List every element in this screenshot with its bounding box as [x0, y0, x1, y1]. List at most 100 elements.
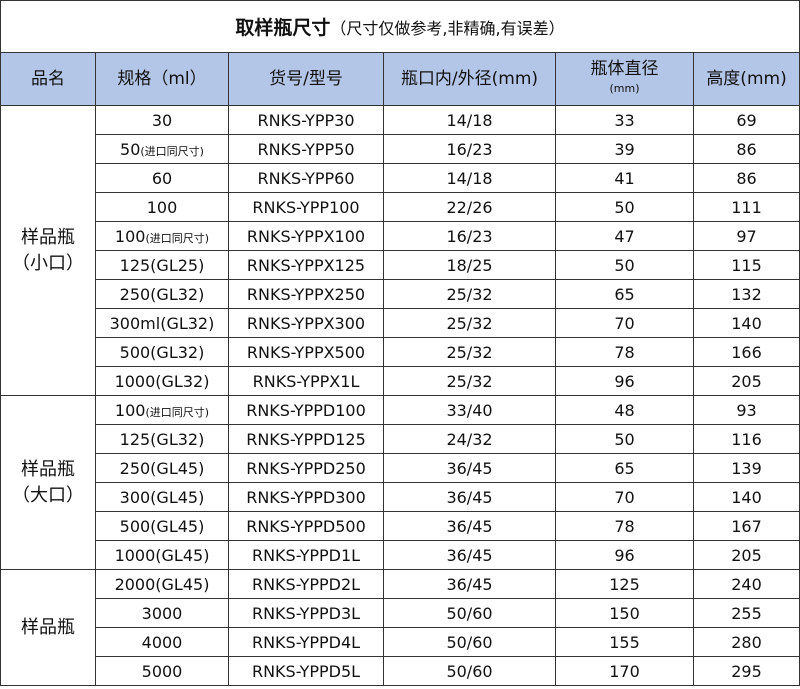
data-row: 125(GL25) RNKS-YPPX125 18/25 50 115: [1, 250, 800, 280]
diameter: 39: [555, 134, 694, 164]
height: 86: [692, 134, 800, 164]
diameter: 125: [555, 569, 694, 599]
mouth: 14/18: [383, 163, 556, 193]
spec-cell: 50(进口同尺寸): [95, 134, 229, 164]
height: 205: [692, 366, 800, 396]
spec: 500(GL32): [119, 342, 205, 362]
data-row: 1000(GL45) RNKS-YPPD1L 36/45 96 205: [1, 540, 800, 570]
spec-cell: 125(GL32): [95, 424, 229, 454]
diameter: 41: [555, 163, 694, 193]
spec-cell: 100(进口同尺寸): [95, 395, 229, 425]
header-row: 品名 规格（ml） 货号/型号 瓶口内/外径(mm) 瓶体直径 (mm) 高度(mm): [0, 52, 800, 106]
diameter: 65: [555, 279, 694, 309]
code: RNKS-YPPD4L: [228, 627, 384, 657]
data-row: 60 RNKS-YPP60 14/18 41 86: [1, 163, 800, 193]
spec: 300(GL45): [119, 487, 205, 507]
code: RNKS-YPP30: [228, 105, 384, 135]
mouth: 25/32: [383, 308, 556, 338]
code: RNKS-YPPD500: [228, 511, 384, 541]
code: RNKS-YPPX500: [228, 337, 384, 367]
diameter: 170: [555, 656, 694, 686]
height: 111: [692, 192, 800, 222]
diameter: 155: [555, 627, 694, 657]
diameter: 70: [555, 308, 694, 338]
diameter: 48: [555, 395, 694, 425]
title: 取样瓶尺寸: [235, 17, 331, 39]
code: RNKS-YPPX1L: [228, 366, 384, 396]
data-row: 5000 RNKS-YPPD5L 50/60 170 295: [1, 656, 800, 686]
mouth: 25/32: [383, 337, 556, 367]
height: 97: [692, 221, 800, 251]
height: 140: [692, 482, 800, 512]
spec: 100: [114, 400, 146, 420]
spec: 250(GL45): [119, 458, 205, 478]
mouth: 22/26: [383, 192, 556, 222]
height: 132: [692, 279, 800, 309]
group-name-cell: 样品瓶: [0, 569, 96, 686]
height: 280: [692, 627, 800, 657]
mouth: 50/60: [383, 656, 556, 686]
data-row: 50(进口同尺寸) RNKS-YPP50 16/23 39 86: [1, 134, 800, 164]
group-name-cell: 样品瓶 （大口）: [0, 395, 96, 570]
mouth: 36/45: [383, 482, 556, 512]
spec-cell: 4000: [95, 627, 229, 657]
data-row: 500(GL32) RNKS-YPPX500 25/32 78 166: [1, 337, 800, 367]
spec-note: (进口同尺寸): [140, 144, 204, 158]
spec-cell: 300ml(GL32): [95, 308, 229, 338]
spec-note: (进口同尺寸): [145, 231, 210, 245]
height: 240: [692, 569, 800, 599]
code: RNKS-YPP60: [228, 163, 384, 193]
spec-cell: 250(GL32): [95, 279, 229, 309]
spec-cell: 300(GL45): [95, 482, 229, 512]
data-row: 500(GL45) RNKS-YPPD500 36/45 78 167: [1, 511, 800, 541]
group-sub: （小口）: [12, 252, 84, 274]
diameter: 78: [555, 337, 694, 367]
spec: 2000(GL45): [114, 574, 210, 594]
spec-cell: 250(GL45): [95, 453, 229, 483]
data-row: 样品瓶 （小口） 30 RNKS-YPP30 14/18 33 69: [0, 105, 800, 396]
code: RNKS-YPPD100: [228, 395, 384, 425]
diameter: 70: [555, 482, 694, 512]
spec: 60: [151, 168, 173, 188]
mouth: 36/45: [383, 453, 556, 483]
group-name: 样品瓶: [21, 616, 75, 638]
mouth: 16/23: [383, 221, 556, 251]
header-cell: 货号/型号: [228, 52, 384, 106]
spec-cell: 100(进口同尺寸): [95, 221, 229, 251]
code: RNKS-YPPD3L: [228, 598, 384, 628]
header-cell: 品名: [0, 52, 96, 106]
data-row: 250(GL45) RNKS-YPPD250 36/45 65 139: [1, 453, 800, 483]
group-name: 样品瓶: [21, 226, 75, 248]
spec-cell: 500(GL32): [95, 337, 229, 367]
height: 69: [692, 105, 800, 135]
mouth: 25/32: [383, 279, 556, 309]
diameter: 96: [555, 366, 694, 396]
spec: 3000: [141, 603, 183, 623]
header-cell: 瓶体直径 (mm): [555, 52, 694, 106]
data-row: 300(GL45) RNKS-YPPD300 36/45 70 140: [1, 482, 800, 512]
spec-cell: 2000(GL45): [95, 569, 229, 599]
spec: 500(GL45): [119, 516, 205, 536]
mouth: 50/60: [383, 598, 556, 628]
spec: 50: [120, 139, 141, 159]
code: RNKS-YPPD300: [228, 482, 384, 512]
spec-cell: 60: [95, 163, 229, 193]
title-cell: 取样瓶尺寸（尺寸仅做参考,非精确,有误差）: [0, 0, 800, 53]
mouth: 24/32: [383, 424, 556, 454]
mouth: 25/32: [383, 366, 556, 396]
spec: 1000(GL45): [114, 545, 210, 565]
data-row: 125(GL32) RNKS-YPPD125 24/32 50 116: [1, 424, 800, 454]
height: 139: [692, 453, 800, 483]
group-name-cell: 样品瓶 （小口）: [0, 105, 96, 396]
title-row: 取样瓶尺寸（尺寸仅做参考,非精确,有误差）: [0, 0, 800, 53]
spec: 300ml(GL32): [109, 313, 215, 333]
diameter: 150: [555, 598, 694, 628]
code: RNKS-YPP100: [228, 192, 384, 222]
height: 86: [692, 163, 800, 193]
spec-note: (进口同尺寸): [145, 405, 210, 419]
spec: 30: [151, 110, 173, 130]
group-name: 样品瓶: [21, 458, 75, 480]
height: 166: [692, 337, 800, 367]
